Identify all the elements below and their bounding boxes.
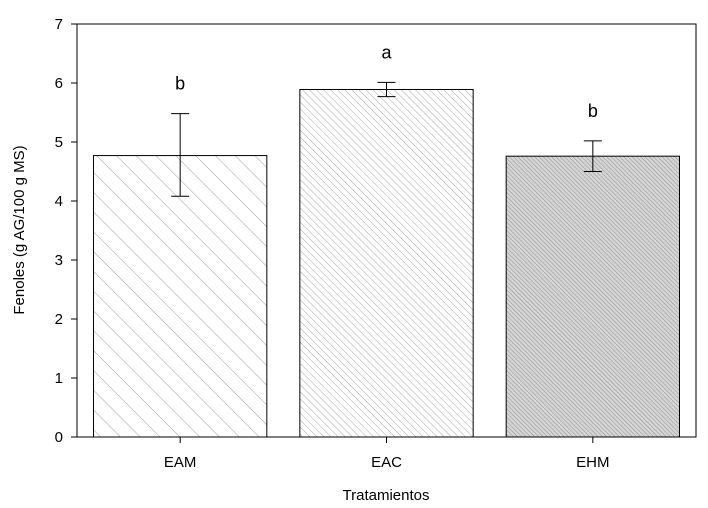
y-tick-label: 2 bbox=[55, 311, 63, 328]
y-tick-label: 5 bbox=[55, 134, 63, 151]
x-tick-label-ehm: EHM bbox=[576, 454, 609, 471]
y-tick-label: 3 bbox=[55, 252, 63, 269]
error-bars-group bbox=[171, 81, 602, 197]
error-bar-ehm bbox=[583, 140, 602, 172]
y-tick-label: 7 bbox=[55, 16, 63, 33]
error-bar-eam bbox=[171, 113, 190, 197]
bar-ehm bbox=[505, 155, 680, 438]
x-axis-ticks: EAM EAC EHM bbox=[164, 437, 610, 471]
bars-group bbox=[93, 88, 680, 438]
error-bar-eac bbox=[377, 81, 396, 98]
significance-labels-group: b a b bbox=[175, 42, 598, 120]
significance-label-ehm: b bbox=[588, 101, 598, 121]
x-axis-title: Tratamientos bbox=[343, 487, 430, 504]
bar-eac bbox=[299, 88, 474, 438]
y-tick-label: 6 bbox=[55, 75, 63, 92]
bar-eam bbox=[93, 155, 268, 438]
y-tick-label: 4 bbox=[55, 193, 63, 210]
x-tick-label-eac: EAC bbox=[371, 454, 402, 471]
y-tick-label: 0 bbox=[55, 429, 63, 446]
y-axis-ticks: 0 1 2 3 4 5 6 7 bbox=[55, 16, 77, 446]
y-tick-label: 1 bbox=[55, 370, 63, 387]
significance-label-eac: a bbox=[381, 42, 392, 62]
x-tick-label-eam: EAM bbox=[164, 454, 197, 471]
y-axis-title: Fenoles (g AG/100 g MS) bbox=[11, 145, 28, 314]
significance-label-eam: b bbox=[175, 74, 185, 94]
